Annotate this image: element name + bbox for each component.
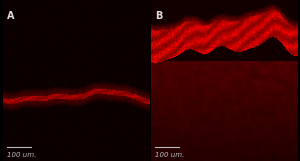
Text: 100 um.: 100 um. [155, 152, 185, 158]
Text: B: B [155, 11, 163, 21]
Text: A: A [8, 11, 15, 21]
Text: 100 um.: 100 um. [8, 152, 37, 158]
